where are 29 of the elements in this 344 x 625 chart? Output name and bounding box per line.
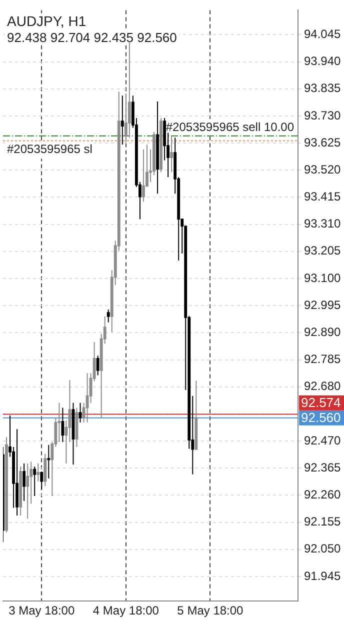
ref-line-label: #2053595965 sell 10.00 — [166, 120, 294, 134]
y-tick-label: 93.100 — [304, 270, 342, 285]
y-tick-label: 93.415 — [304, 190, 342, 204]
text: 92.438 92.704 92.435 92.560 — [7, 30, 177, 46]
y-tick-label: 93.205 — [304, 244, 342, 258]
y-tick-label: 92.890 — [304, 325, 342, 339]
y-tick-label: 93.625 — [304, 135, 342, 150]
x-tick-label: 5 May 18:00 — [177, 604, 244, 618]
y-tick-label: 92.995 — [304, 298, 342, 312]
y-tick-label: 92.470 — [304, 433, 342, 448]
y-tick-label: 92.155 — [304, 514, 342, 529]
y-tick-label: 92.785 — [304, 352, 342, 366]
x-tick-label: 3 May 18:00 — [8, 604, 75, 618]
y-tick-label: 93.835 — [304, 81, 342, 96]
y-tick-label: 93.520 — [304, 162, 342, 176]
y-tick-label: 92.050 — [304, 542, 342, 556]
y-tick-label: 93.940 — [304, 54, 342, 68]
chart-title: AUDJPY, H1 — [7, 13, 86, 30]
x-tick-label: 4 May 18:00 — [92, 604, 160, 618]
ref-line-label: 92.560 — [301, 410, 341, 425]
y-tick-label: 92.365 — [304, 460, 342, 474]
ref-line-label: 92.574 — [301, 394, 341, 410]
y-tick-label: 91.945 — [304, 568, 342, 583]
y-tick-label: 92.260 — [304, 488, 342, 502]
y-tick-label: 93.730 — [304, 108, 342, 122]
y-tick-label: 92.680 — [304, 379, 342, 394]
ref-line-label: #2053595965 sl — [7, 142, 92, 156]
y-tick-label: 93.310 — [304, 216, 342, 231]
y-tick-label: 94.045 — [304, 27, 342, 42]
